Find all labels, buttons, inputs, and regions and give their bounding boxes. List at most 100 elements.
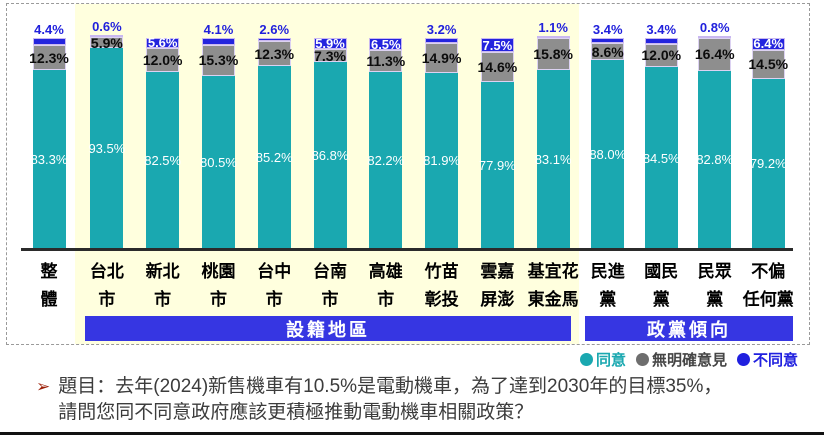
category-label-row: 民進黨國民黨民眾黨不偏 任何黨 (581, 258, 795, 314)
bar-slot: 6.4% 14.5% 79.2% (742, 4, 796, 249)
agree-segment: 83.3% (30, 69, 68, 249)
neutral-value-label: 16.4% (694, 46, 735, 63)
question-block: ➢ 題目：去年(2024)新售機車有10.5%是電動機車，為了達到2030年的目… (36, 374, 722, 426)
bar-stack: 14.9% 81.9% (422, 38, 461, 249)
disagree-value-label: 4.4% (34, 22, 64, 38)
bar-group: 4.4% 12.3% 83.3% (17, 4, 81, 249)
disagree-value-label: 5.9% (315, 35, 345, 51)
neutral-segment: 12.3% (29, 45, 69, 70)
category-label: 不偏 任何黨 (742, 258, 796, 314)
bar-slot: 0.6% 5.9% 93.5% (79, 4, 135, 249)
disagree-dot-icon (736, 353, 750, 366)
category-label: 台南市 (302, 258, 358, 314)
disagree-value-label: 3.2% (426, 22, 457, 38)
neutral-segment: 5.9% (90, 35, 124, 51)
bottom-rule (0, 432, 824, 435)
agree-segment: 83.1% (534, 70, 572, 249)
disagree-segment (536, 36, 570, 39)
agree-value-label: 77.9% (478, 157, 516, 173)
question-line-2: 請問您同不同意政府應該更積極推動電動機車相關政策？ (58, 402, 534, 423)
category-label-row: 整體 (17, 258, 81, 314)
disagree-segment: 7.5% (480, 38, 514, 53)
neutral-value-label: 11.3% (366, 53, 406, 70)
bar-slot: 6.5% 11.3% 82.2% (358, 4, 414, 249)
agree-value-label: 93.5% (88, 140, 126, 156)
disagree-segment (32, 38, 66, 46)
bar-stack: 8.6% 88.0% (589, 38, 627, 249)
neutral-segment: 11.3% (366, 50, 405, 73)
legend-label-disagree: 不同意 (752, 352, 798, 369)
category-label: 桃園市 (191, 258, 247, 314)
category-label-line: 市 (377, 290, 395, 309)
x-axis-baseline (21, 248, 793, 251)
neutral-value-label: 14.6% (477, 58, 518, 75)
neutral-segment: 15.8% (533, 38, 573, 71)
neutral-segment: 15.3% (199, 45, 238, 76)
neutral-segment: 12.0% (143, 47, 183, 72)
category-label-line: 不偏 (751, 262, 786, 281)
bar-stack: 6.4% 14.5% 79.2% (748, 36, 788, 249)
category-label-line: 東金馬 (527, 290, 579, 309)
category-label: 民進黨 (581, 258, 635, 314)
bar-group: 0.6% 5.9% 93.5% 5.6% 12.0% 82.5% 4.1% 15.3% 80.5… (79, 4, 581, 249)
category-label-line: 市 (209, 290, 227, 309)
neutral-value-label: 12.0% (142, 51, 183, 68)
agree-segment: 79.2% (749, 78, 787, 249)
category-label-line: 任何黨 (742, 290, 794, 309)
agree-segment: 93.5% (88, 47, 126, 249)
neutral-segment: 12.3% (254, 41, 294, 66)
neutral-segment: 7.3% (313, 48, 347, 64)
category-label: 竹苗 彰投 (414, 258, 470, 314)
disagree-segment (201, 38, 235, 46)
agree-value-label: 81.9% (423, 153, 461, 169)
agree-segment: 84.5% (643, 67, 680, 249)
agree-segment: 82.5% (144, 71, 181, 249)
category-label-line: 彰投 (424, 290, 459, 309)
agree-value-label: 83.3% (30, 151, 68, 167)
agree-value-label: 79.2% (749, 156, 787, 172)
question-text: 題目：去年(2024)新售機車有10.5%是電動機車，為了達到2030年的目標3… (58, 374, 722, 426)
disagree-value-label: 1.1% (538, 20, 568, 36)
neutral-value-label: 14.5% (748, 56, 789, 73)
category-label-line: 基宜花 (527, 262, 579, 281)
legend-item-neutral: 無明確意見 (635, 349, 727, 370)
neutral-value-label: 8.6% (591, 43, 624, 60)
agree-segment: 88.0% (589, 59, 627, 249)
group-band: 設籍地區 (85, 316, 571, 341)
category-label-line: 市 (98, 290, 116, 309)
bar-group: 3.4% 8.6% 88.0% 3.4% 12.0% 84.5% 0.8% 16.4% 82.8… (581, 4, 795, 249)
neutral-segment: 16.4% (695, 37, 735, 71)
bar-stack: 15.3% 80.5% (199, 38, 238, 249)
bar-stack: 15.8% 83.1% (533, 36, 573, 249)
agree-value-label: 88.0% (589, 146, 627, 162)
category-label-line: 民眾 (697, 262, 732, 281)
disagree-segment (644, 38, 678, 44)
bar-slot: 0.8% 16.4% 82.8% (688, 4, 742, 249)
category-label-line: 台中 (257, 262, 292, 281)
neutral-value-label: 7.3% (314, 47, 346, 64)
category-label-line: 桃園 (201, 262, 236, 281)
legend-item-agree: 同意 (579, 349, 626, 370)
bar-stack: 16.4% 82.8% (695, 35, 735, 249)
agree-segment: 82.2% (367, 72, 404, 249)
neutral-value-label: 12.3% (29, 49, 69, 66)
agree-value-label: 83.1% (534, 152, 572, 168)
bar-stack: 5.6% 12.0% 82.5% (143, 35, 183, 249)
disagree-value-label: 0.8% (699, 19, 730, 35)
neutral-value-label: 15.8% (533, 46, 573, 63)
disagree-segment (425, 38, 459, 43)
agree-dot-icon (579, 353, 593, 366)
disagree-segment (591, 38, 625, 44)
legend-label-neutral: 無明確意見 (651, 352, 727, 369)
agree-segment: 86.8% (312, 62, 348, 249)
category-label-line: 市 (321, 290, 339, 309)
neutral-dot-icon (635, 353, 649, 366)
disagree-value-label: 4.1% (203, 22, 234, 38)
bar-slot: 5.6% 12.0% 82.5% (135, 4, 191, 249)
bar-stack: 5.9% 93.5% (88, 35, 126, 249)
neutral-value-label: 5.9% (90, 34, 123, 51)
disagree-value-label: 3.4% (592, 22, 623, 38)
category-label: 基宜花 東金馬 (525, 258, 581, 314)
bar-stack: 12.0% 84.5% (641, 38, 681, 249)
category-label-line: 屏澎 (480, 290, 515, 309)
